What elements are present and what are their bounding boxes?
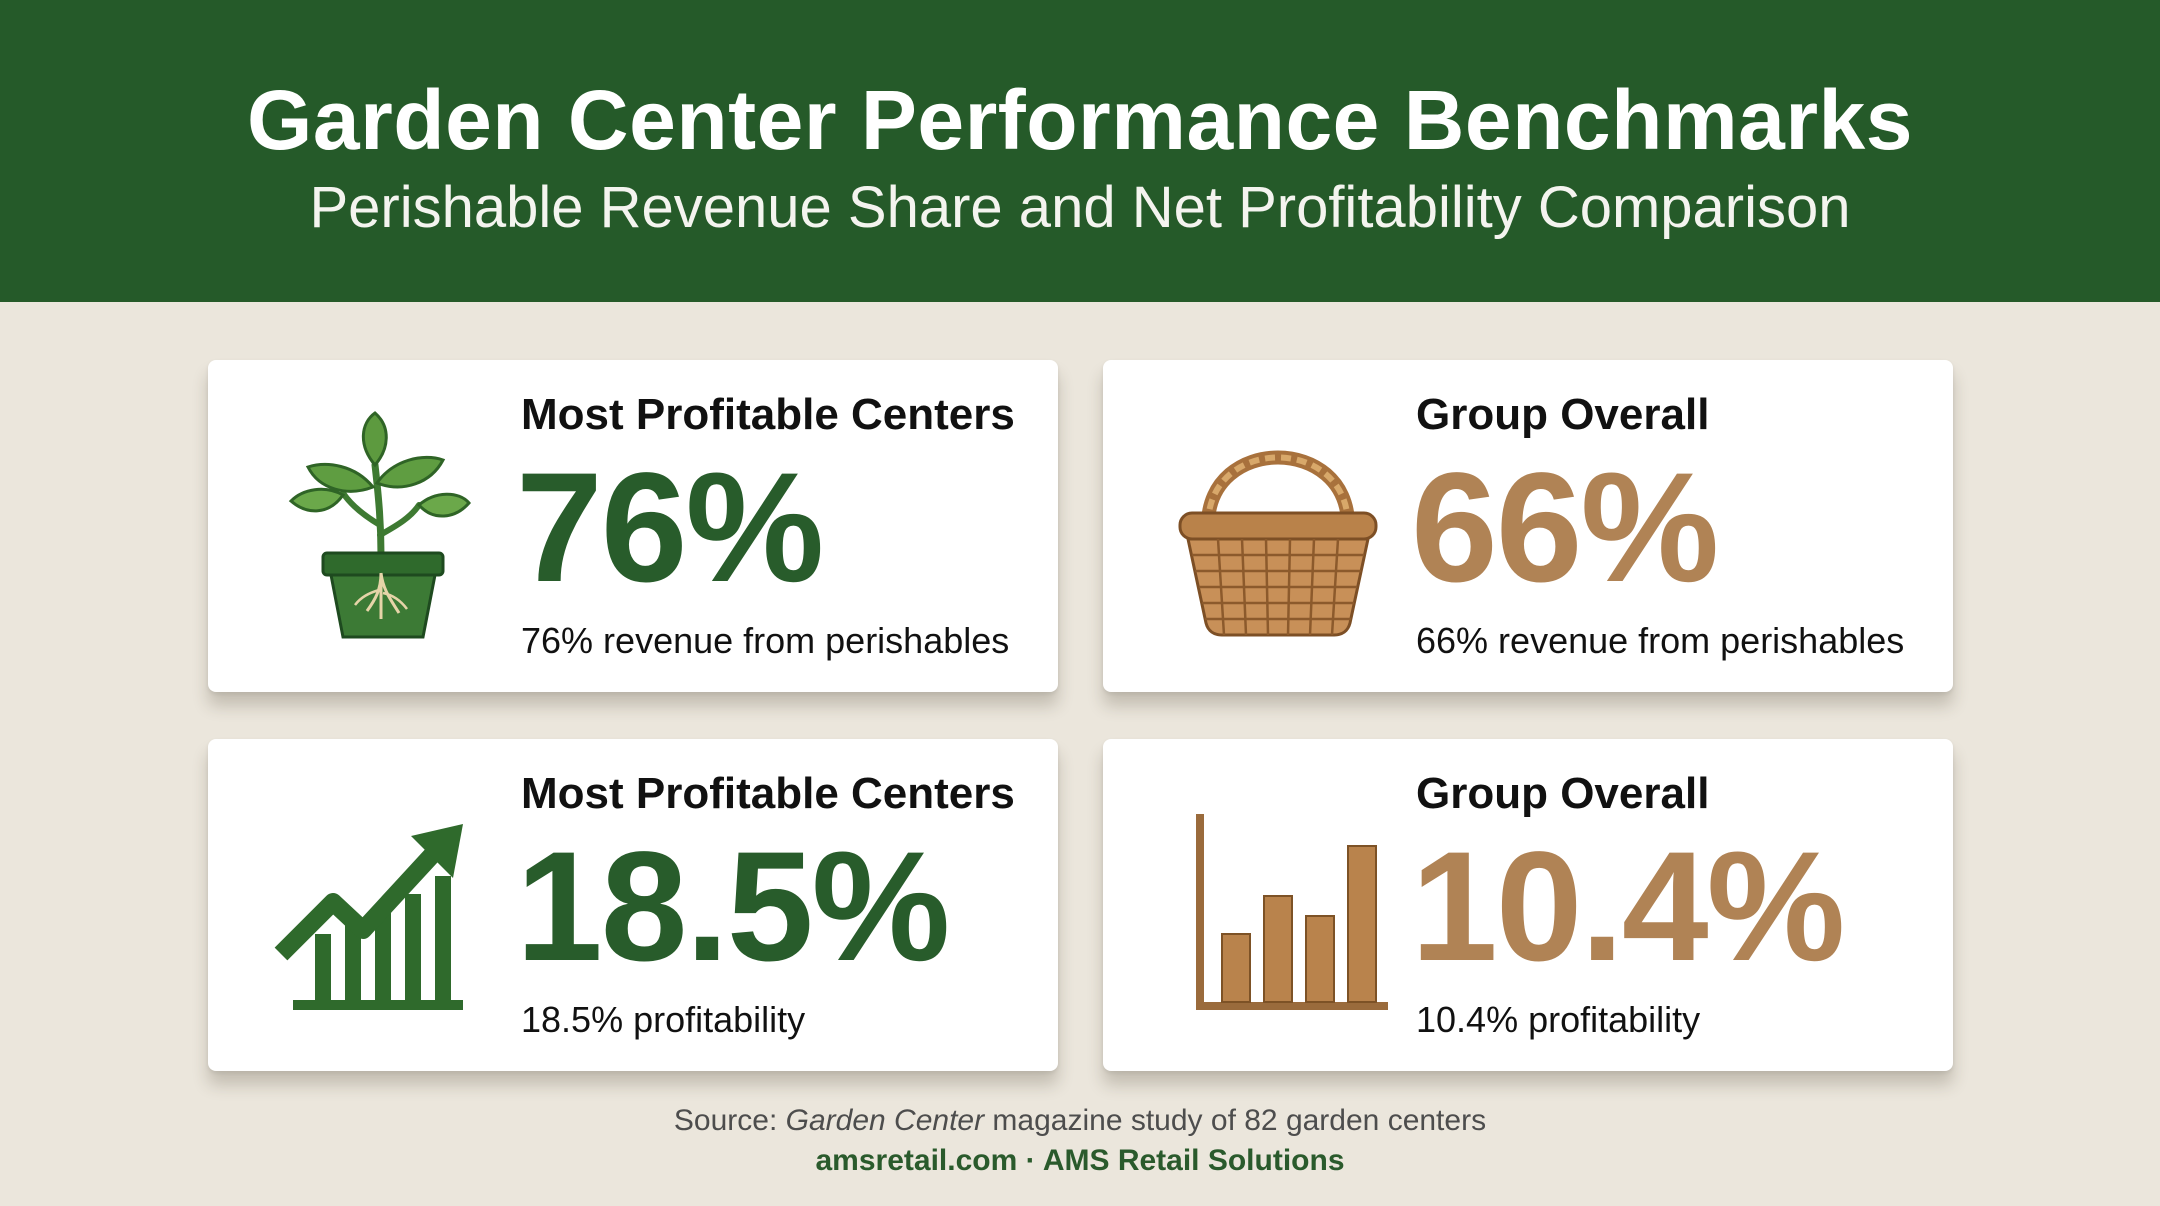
page-title: Garden Center Performance Benchmarks xyxy=(247,73,1913,167)
card-label: Group Overall xyxy=(1416,390,1710,439)
card-value: 18.5% xyxy=(516,820,950,994)
rising-chart-icon xyxy=(263,784,503,1024)
card-caption: 18.5% profitability xyxy=(521,999,806,1040)
card-value: 66% xyxy=(1411,441,1719,615)
source-prefix: Source: xyxy=(673,1104,786,1137)
source-suffix: magazine study of 82 garden centers xyxy=(984,1104,1487,1137)
card-label: Group Overall xyxy=(1416,769,1710,818)
page-subtitle: Perishable Revenue Share and Net Profita… xyxy=(309,175,1851,240)
card-group-profitability: Group Overall 10.4% 10.4% profitability xyxy=(1103,739,1953,1071)
source-note: Source: Garden Center magazine study of … xyxy=(0,1104,2160,1138)
footer-credit: amsretail.com · AMS Retail Solutions xyxy=(815,1144,1345,1177)
card-caption: 76% revenue from perishables xyxy=(521,620,1010,661)
header-banner: Garden Center Performance Benchmarks Per… xyxy=(0,0,2160,302)
card-value: 10.4% xyxy=(1411,820,1845,994)
card-top-profitability: Most Profitable Centers 18.5% 18.5% prof… xyxy=(208,739,1058,1071)
card-value: 76% xyxy=(516,441,824,615)
card-label: Most Profitable Centers xyxy=(521,390,1015,439)
basket-icon xyxy=(1158,405,1398,645)
plant-pot-icon xyxy=(263,405,503,645)
card-caption: 10.4% profitability xyxy=(1416,999,1701,1040)
card-group-perishables: Group Overall 66% 66% revenue from peris… xyxy=(1103,360,1953,692)
source-publication: Garden Center xyxy=(785,1104,985,1137)
card-caption: 66% revenue from perishables xyxy=(1416,620,1905,661)
card-label: Most Profitable Centers xyxy=(521,769,1015,818)
card-top-perishables: Most Profitable Centers 76% 76% revenue … xyxy=(208,360,1058,692)
bar-chart-icon xyxy=(1158,784,1398,1024)
